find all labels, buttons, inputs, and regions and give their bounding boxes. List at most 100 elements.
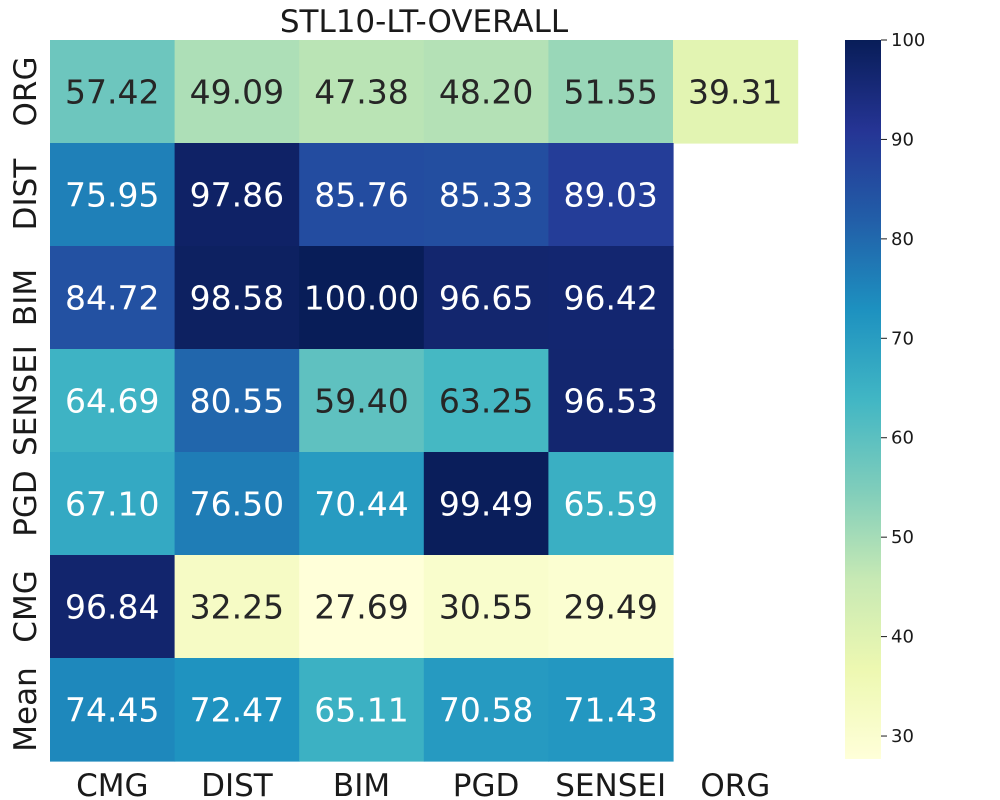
heatmap-cell bbox=[174, 658, 300, 762]
heatmap-cell bbox=[50, 143, 176, 247]
heatmap-cell bbox=[299, 143, 425, 247]
heatmap-cell bbox=[423, 246, 549, 350]
heatmap-cell bbox=[548, 143, 674, 247]
cell-value-label: 27.69 bbox=[314, 588, 408, 627]
cell-value-label: 72.47 bbox=[190, 691, 284, 730]
colorbar-tick-label: 30 bbox=[891, 726, 914, 747]
x-tick-label: ORG bbox=[700, 768, 770, 800]
heatmap-cell bbox=[299, 555, 425, 659]
cell-value-label: 96.53 bbox=[563, 382, 657, 421]
cell-value-label: 89.03 bbox=[563, 176, 657, 215]
heatmap-cell bbox=[50, 555, 176, 659]
heatmap-cell bbox=[423, 349, 549, 453]
cell-value-label: 29.49 bbox=[563, 588, 657, 627]
heatmap-cell bbox=[299, 349, 425, 453]
cell-value-label: 85.33 bbox=[439, 176, 533, 215]
colorbar-tick-label: 90 bbox=[891, 129, 914, 150]
cell-value-label: 64.69 bbox=[65, 382, 159, 421]
heatmap-cell bbox=[548, 349, 674, 453]
heatmap-cell bbox=[50, 246, 176, 350]
cell-value-label: 96.42 bbox=[563, 279, 657, 318]
heatmap-cell bbox=[548, 40, 674, 144]
colorbar-tick-label: 80 bbox=[891, 229, 914, 250]
cell-value-label: 98.58 bbox=[190, 279, 284, 318]
heatmap-cell bbox=[174, 246, 300, 350]
heatmap-cell bbox=[174, 349, 300, 453]
cell-value-label: 96.84 bbox=[65, 588, 159, 627]
heatmap-cell bbox=[174, 452, 300, 556]
colorbar-tick-label: 100 bbox=[891, 30, 925, 51]
y-tick-label: BIM bbox=[8, 269, 44, 326]
cell-value-label: 30.55 bbox=[439, 588, 533, 627]
heatmap-cell bbox=[673, 40, 799, 144]
cell-value-label: 74.45 bbox=[65, 691, 159, 730]
cell-value-label: 65.11 bbox=[314, 691, 408, 730]
heatmap-cell bbox=[548, 246, 674, 350]
heatmap-cell bbox=[174, 555, 300, 659]
cell-value-label: 100.00 bbox=[304, 279, 419, 318]
heatmap-cell bbox=[423, 658, 549, 762]
y-tick-label: PGD bbox=[8, 470, 44, 537]
heatmap-cell bbox=[50, 452, 176, 556]
cell-value-label: 63.25 bbox=[439, 382, 533, 421]
heatmap-cell bbox=[548, 452, 674, 556]
heatmap-cell bbox=[548, 658, 674, 762]
cell-value-label: 39.31 bbox=[688, 73, 782, 112]
heatmap-cell bbox=[174, 143, 300, 247]
colorbar-tick-label: 50 bbox=[891, 527, 914, 548]
heatmap-cell bbox=[174, 40, 300, 144]
x-axis-tick-labels: CMG DIST BIM PGD SENSEI ORG bbox=[76, 768, 770, 800]
cell-value-label: 59.40 bbox=[314, 382, 408, 421]
x-tick-label: DIST bbox=[201, 768, 274, 800]
heatmap-cell bbox=[299, 246, 425, 350]
y-tick-label: CMG bbox=[8, 570, 44, 642]
heatmap-cell bbox=[423, 40, 549, 144]
x-tick-label: SENSEI bbox=[555, 768, 666, 800]
cell-value-label: 70.44 bbox=[314, 485, 408, 524]
cell-value-label: 75.95 bbox=[65, 176, 159, 215]
cell-value-label: 71.43 bbox=[563, 691, 657, 730]
cell-value-label: 57.42 bbox=[65, 73, 159, 112]
cell-value-label: 65.59 bbox=[563, 485, 657, 524]
heatmap-cell bbox=[299, 658, 425, 762]
heatmap-cell bbox=[50, 40, 176, 144]
cell-value-label: 67.10 bbox=[65, 485, 159, 524]
heatmap-cell bbox=[423, 452, 549, 556]
x-tick-label: PGD bbox=[453, 768, 520, 800]
y-tick-label: SENSEI bbox=[8, 345, 44, 456]
colorbar-tick-label: 60 bbox=[891, 428, 914, 449]
cell-value-label: 70.58 bbox=[439, 691, 533, 730]
heatmap-cells: 57.42 49.09 47.38 48.20 51.55 39.31 75.95 97.86… bbox=[50, 40, 799, 762]
cell-value-label: 80.55 bbox=[190, 382, 284, 421]
x-tick-label: BIM bbox=[333, 768, 390, 800]
cell-value-label: 51.55 bbox=[563, 73, 657, 112]
heatmap-cell bbox=[50, 658, 176, 762]
heatmap-cell bbox=[423, 555, 549, 659]
x-tick-label: CMG bbox=[76, 768, 148, 800]
colorbar-tick-label: 40 bbox=[891, 627, 914, 648]
cell-value-label: 76.50 bbox=[190, 485, 284, 524]
cell-value-label: 48.20 bbox=[439, 73, 533, 112]
colorbar: 30 40 50 60 70 80 90 100 bbox=[845, 30, 925, 759]
cell-value-label: 32.25 bbox=[190, 588, 284, 627]
chart-title: STL10-LT-OVERALL bbox=[280, 4, 569, 40]
heatmap-cell bbox=[50, 349, 176, 453]
heatmap-cell bbox=[548, 555, 674, 659]
heatmap-cell bbox=[299, 452, 425, 556]
cell-value-label: 47.38 bbox=[314, 73, 408, 112]
cell-value-label: 49.09 bbox=[190, 73, 284, 112]
y-tick-label: Mean bbox=[8, 667, 44, 751]
cell-value-label: 85.76 bbox=[314, 176, 408, 215]
cell-value-label: 97.86 bbox=[190, 176, 284, 215]
cell-value-label: 84.72 bbox=[65, 279, 159, 318]
colorbar-gradient bbox=[845, 40, 881, 759]
y-axis-tick-labels: ORG DIST BIM SENSEI PGD CMG Mean bbox=[8, 57, 44, 752]
y-tick-label: DIST bbox=[8, 158, 44, 231]
heatmap-cell bbox=[299, 40, 425, 144]
heatmap-cell bbox=[423, 143, 549, 247]
cell-value-label: 96.65 bbox=[439, 279, 533, 318]
y-tick-label: ORG bbox=[8, 57, 44, 127]
cell-value-label: 99.49 bbox=[439, 485, 533, 524]
colorbar-tick-label: 70 bbox=[891, 328, 914, 349]
